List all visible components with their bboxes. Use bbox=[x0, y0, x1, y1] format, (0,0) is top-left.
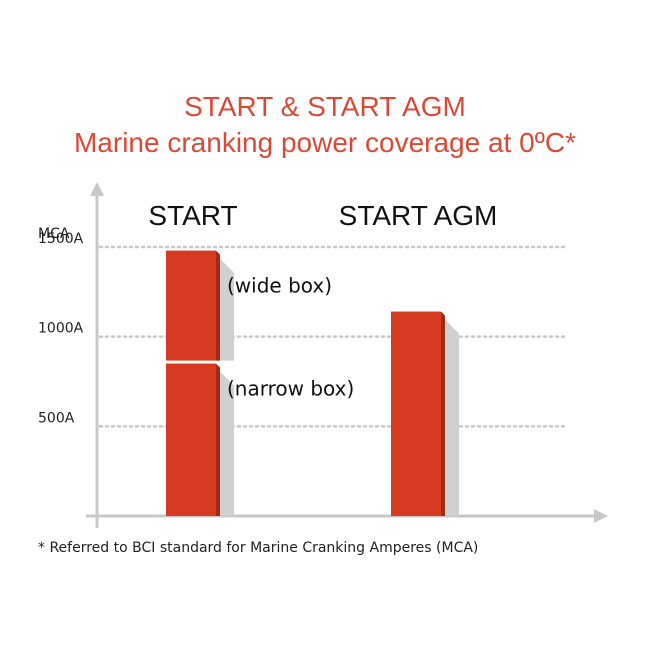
bar bbox=[166, 363, 216, 516]
bar-shadow bbox=[441, 315, 459, 516]
bar bbox=[391, 311, 441, 516]
bar bbox=[166, 250, 216, 361]
y-tick-label: 1000A bbox=[38, 321, 84, 337]
x-axis-arrow bbox=[594, 509, 608, 523]
footnote: * Referred to BCI standard for Marine Cr… bbox=[38, 540, 479, 556]
bar-edge bbox=[216, 363, 220, 516]
x-category-label: START bbox=[148, 200, 237, 231]
chart-title: START & START AGM bbox=[184, 91, 466, 122]
y-axis-arrow bbox=[90, 182, 104, 196]
bar-shadow bbox=[216, 254, 234, 361]
chart-subtitle: Marine cranking power coverage at 0ºC* bbox=[73, 127, 577, 158]
bar-shadow bbox=[216, 367, 234, 516]
y-tick-label: 500A bbox=[38, 410, 75, 426]
x-category-label: START AGM bbox=[339, 200, 498, 231]
y-tick-label: 1500A bbox=[38, 231, 84, 247]
bar-segment-label: (wide box) bbox=[227, 274, 332, 298]
y-axis-label: MCA bbox=[38, 226, 70, 242]
bar-segment-label: (narrow box) bbox=[227, 377, 354, 401]
bar-edge bbox=[441, 311, 445, 516]
bar-edge bbox=[216, 250, 220, 361]
